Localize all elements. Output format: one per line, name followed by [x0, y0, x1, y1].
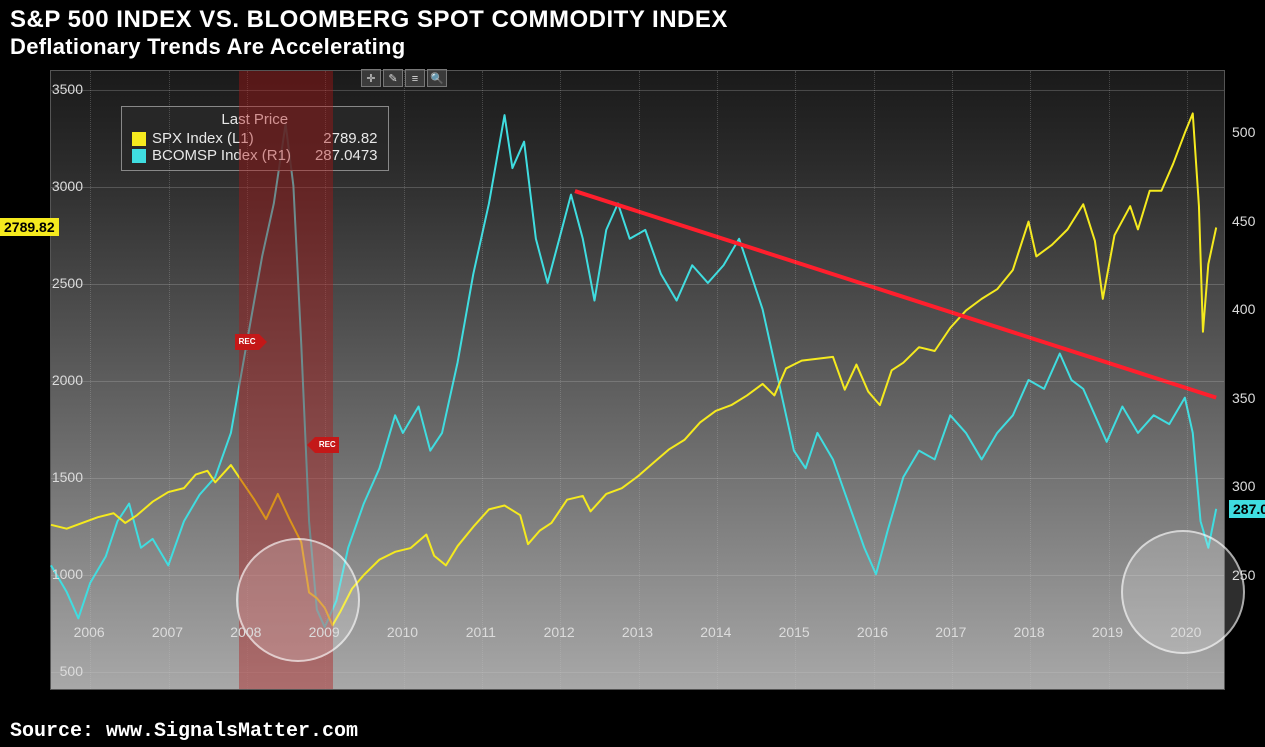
legend-swatch-bcomsp	[132, 149, 146, 163]
series-line-bcomsp	[51, 115, 1216, 627]
y-tick-right: 300	[1232, 478, 1255, 494]
grid-line-v	[90, 71, 91, 689]
x-tick: 2007	[152, 624, 183, 640]
legend-swatch-spx	[132, 132, 146, 146]
source-attribution: Source: www.SignalsMatter.com	[0, 716, 1265, 747]
grid-line-h	[51, 478, 1224, 479]
y-tick-right: 500	[1232, 124, 1255, 140]
y-tick-left: 3000	[43, 178, 83, 194]
x-tick: 2015	[779, 624, 810, 640]
x-tick: 2017	[935, 624, 966, 640]
grid-line-v	[169, 71, 170, 689]
x-tick: 2012	[544, 624, 575, 640]
grid-line-v	[1030, 71, 1031, 689]
grid-line-v	[404, 71, 405, 689]
grid-line-v	[639, 71, 640, 689]
recession-tag: REC	[315, 437, 339, 453]
y-tick-right: 250	[1232, 567, 1255, 583]
grid-line-v	[1109, 71, 1110, 689]
price-flag-spx: 2789.82	[0, 218, 59, 236]
x-tick: 2018	[1014, 624, 1045, 640]
grid-line-v	[952, 71, 953, 689]
x-tick: 2006	[74, 624, 105, 640]
grid-line-v	[874, 71, 875, 689]
y-tick-left: 1500	[43, 469, 83, 485]
x-tick: 2014	[700, 624, 731, 640]
grid-line-h	[51, 187, 1224, 188]
grid-line-v	[717, 71, 718, 689]
y-tick-right: 350	[1232, 390, 1255, 406]
price-flag-bcomsp: 287.0473	[1229, 500, 1265, 518]
x-tick: 2008	[230, 624, 261, 640]
chart-subtitle: Deflationary Trends Are Accelerating	[10, 34, 728, 60]
y-tick-left: 2000	[43, 372, 83, 388]
grid-line-h	[51, 90, 1224, 91]
x-tick: 2016	[857, 624, 888, 640]
y-tick-left: 1000	[43, 566, 83, 582]
x-tick: 2019	[1092, 624, 1123, 640]
y-tick-right: 450	[1232, 213, 1255, 229]
x-tick: 2010	[387, 624, 418, 640]
y-tick-left: 2500	[43, 275, 83, 291]
chart-plot-area: ✛ ✎ ≡ 🔍 Last Price SPX Index (L1) 2789.8…	[50, 70, 1225, 690]
y-tick-right: 400	[1232, 301, 1255, 317]
grid-line-h	[51, 575, 1224, 576]
grid-line-h	[51, 672, 1224, 673]
grid-line-v	[560, 71, 561, 689]
grid-line-v	[795, 71, 796, 689]
x-tick: 2020	[1170, 624, 1201, 640]
recession-tag: REC	[235, 334, 259, 350]
chart-title-block: S&P 500 INDEX VS. BLOOMBERG SPOT COMMODI…	[10, 6, 728, 60]
x-tick: 2013	[622, 624, 653, 640]
grid-line-v	[482, 71, 483, 689]
y-tick-left: 500	[43, 663, 83, 679]
chart-title: S&P 500 INDEX VS. BLOOMBERG SPOT COMMODI…	[10, 6, 728, 34]
series-line-spx	[51, 113, 1216, 625]
grid-line-h	[51, 381, 1224, 382]
highlight-circle	[236, 538, 360, 662]
x-tick: 2011	[466, 624, 496, 640]
x-tick: 2009	[309, 624, 340, 640]
y-tick-left: 3500	[43, 81, 83, 97]
grid-line-h	[51, 284, 1224, 285]
